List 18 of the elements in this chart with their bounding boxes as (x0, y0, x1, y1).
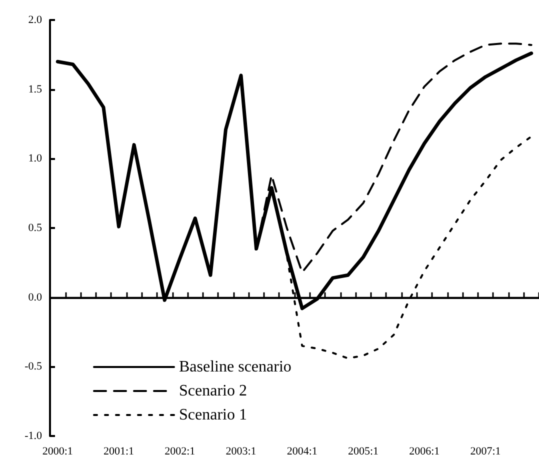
x-tick-label: 2001:1 (103, 446, 134, 458)
x-tick-label: 2000:1 (42, 446, 73, 458)
legend-label: Scenario 2 (179, 382, 247, 400)
x-tick-label: 2005:1 (348, 446, 379, 458)
x-tick-label: 2007:1 (470, 446, 501, 458)
x-tick-label: 2002:1 (164, 446, 196, 458)
x-tick-label: 2006:1 (409, 446, 440, 458)
legend-label: Baseline scenario (179, 358, 292, 376)
y-tick-label: 2.0 (28, 14, 42, 26)
y-tick-label: 0.5 (28, 222, 42, 234)
y-tick-label: 1.0 (28, 152, 42, 165)
y-tick-label: -1.0 (24, 430, 42, 442)
legend-label: Scenario 1 (179, 406, 247, 424)
x-tick-label: 2004:1 (286, 446, 318, 458)
y-tick-label: 0.0 (28, 291, 42, 304)
x-tick-label: 2003:1 (226, 446, 256, 458)
y-tick-label: 1.5 (28, 83, 42, 96)
y-tick-label: -0.5 (24, 360, 42, 373)
